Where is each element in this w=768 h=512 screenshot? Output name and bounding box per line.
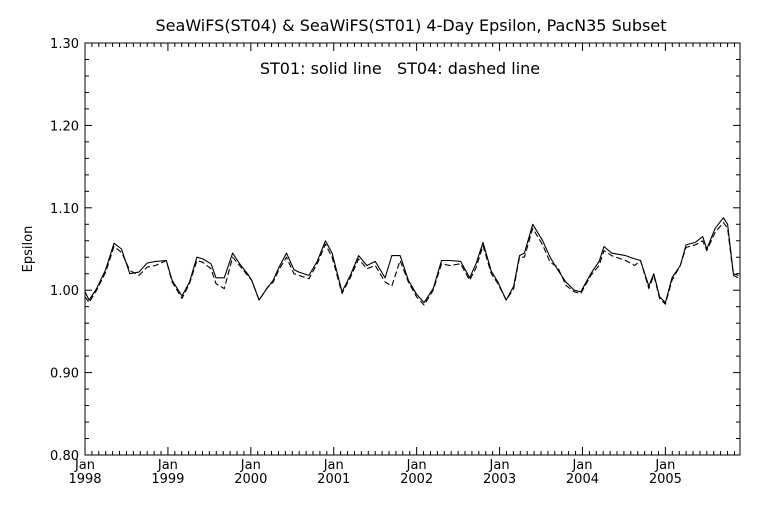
x-tick-year-label: 2005 [649, 472, 682, 487]
x-tick-year-label: 2002 [400, 472, 433, 487]
x-tick-year-label: 2004 [566, 472, 599, 487]
x-tick-year-label: 1999 [151, 472, 184, 487]
y-tick-label: 1.20 [50, 119, 79, 134]
series-line-st04 [84, 222, 739, 306]
x-tick-year-label: 2003 [483, 472, 516, 487]
x-tick-month-label: Jan [571, 458, 592, 473]
x-tick-year-label: 2000 [234, 472, 267, 487]
series-layer [84, 217, 739, 306]
x-tick-month-label: Jan [240, 458, 261, 473]
x-tick-month-label: Jan [406, 458, 427, 473]
chart-title: SeaWiFS(ST04) & SeaWiFS(ST01) 4-Day Epsi… [156, 16, 667, 35]
y-tick-label: 1.00 [50, 284, 79, 299]
y-axis-label: Epsilon [21, 226, 36, 273]
y-tick-label: 0.80 [50, 449, 79, 464]
y-tick-label: 0.90 [50, 367, 79, 382]
y-axis: 0.80 0.90 1.00 1.10 1.20 1.30 [50, 37, 740, 464]
y-tick-label: 1.30 [50, 37, 79, 52]
x-tick-year-label: 2001 [317, 472, 350, 487]
x-tick-month-label: Jan [74, 458, 95, 473]
x-tick-year-label: 1998 [68, 472, 101, 487]
x-axis: Jan1998Jan1999Jan2000Jan2001Jan2002Jan20… [68, 43, 735, 487]
x-tick-month-label: Jan [323, 458, 344, 473]
y-tick-label: 1.10 [50, 202, 79, 217]
x-tick-month-label: Jan [157, 458, 178, 473]
x-tick-month-label: Jan [654, 458, 675, 473]
plot-frame [84, 42, 741, 456]
line-style-note: ST01: solid line ST04: dashed line [260, 59, 540, 78]
x-tick-month-label: Jan [489, 458, 510, 473]
